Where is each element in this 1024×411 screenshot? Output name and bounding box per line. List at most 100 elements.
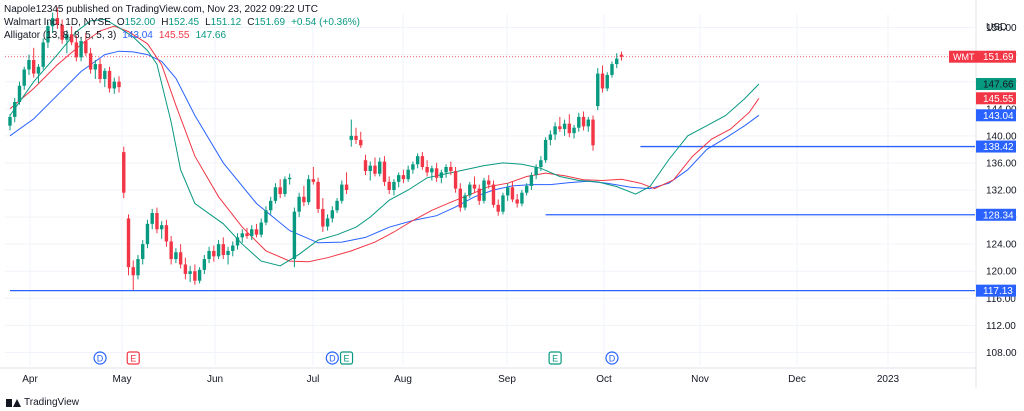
candle [46, 22, 50, 48]
candle [581, 111, 586, 131]
candle-body [292, 211, 297, 260]
candle [202, 254, 207, 274]
ohlc-close: C151.69 [247, 16, 285, 29]
candle-body [463, 195, 467, 208]
candle [406, 165, 410, 182]
currency-label: USD [986, 22, 1007, 33]
candle-body [183, 264, 188, 274]
time-axis[interactable]: Apr May Jun Jul Aug Sep Oct Nov Dec 2023 [0, 367, 976, 385]
candle [411, 161, 415, 174]
y-tick-label: 136.00 [986, 158, 1017, 169]
candle-body [586, 119, 590, 127]
candle-body [141, 244, 145, 260]
candle [415, 153, 420, 169]
candle [515, 194, 519, 208]
candle-body [340, 184, 344, 201]
candle [107, 66, 112, 93]
ohlc-open: O152.00 [117, 16, 155, 29]
candle [231, 241, 235, 257]
price-tag-text: 117.13 [983, 286, 1013, 297]
candle [501, 192, 505, 215]
candle-body [520, 192, 524, 204]
candle-body [221, 244, 225, 255]
x-tick-label: Jul [307, 374, 320, 385]
candle-body [269, 200, 273, 211]
candle [103, 68, 107, 88]
symbol-tag-text: WMT [953, 52, 975, 62]
candle [354, 127, 358, 144]
candle-body [159, 225, 164, 230]
candle-body [378, 161, 382, 174]
y-tick-label: 124.00 [986, 240, 1017, 251]
candle-body [202, 259, 207, 270]
price-tag-jaw: 143.04 [976, 109, 1016, 122]
candle-body [240, 233, 244, 238]
candle-body [17, 85, 22, 102]
x-tick-label: Sep [498, 374, 516, 385]
candle-body [193, 271, 197, 281]
ohlc-low: L151.12 [205, 16, 241, 29]
candle [482, 177, 486, 204]
candle-body [107, 70, 112, 89]
candle-body [273, 187, 278, 201]
event-circle [605, 351, 619, 365]
candle-body [610, 64, 614, 75]
symbol-tag-bg [949, 50, 976, 63]
candle-body [529, 175, 534, 186]
candle [359, 131, 363, 149]
candle-body [543, 139, 548, 161]
candle-body [581, 116, 586, 127]
candle-body [93, 64, 98, 70]
candle-body [117, 81, 121, 88]
candle [65, 30, 69, 54]
candle [250, 225, 254, 241]
candle-body [264, 210, 268, 223]
y-tick-label: 140.00 [986, 131, 1017, 142]
candle [159, 221, 164, 239]
price-tag-bg [976, 140, 1016, 153]
price-tag-lips: 147.66 [976, 77, 1016, 90]
candle [596, 68, 600, 111]
candle [387, 176, 391, 195]
candle-body [245, 233, 249, 237]
candle [382, 156, 387, 186]
candle-body [131, 267, 135, 276]
candle [207, 246, 211, 264]
teeth-value: 145.55 [158, 30, 190, 41]
candle-body [577, 116, 581, 128]
candle [226, 246, 230, 265]
candle [562, 119, 567, 136]
chart-grid [5, 14, 975, 366]
candle-body [207, 250, 211, 260]
event-letter: D [97, 354, 104, 364]
event-box [548, 351, 562, 365]
price-tag-bg [976, 50, 1016, 63]
indicator-row: Alligator (13, 8, 8, 5, 5, 3) 143.04 145… [4, 29, 360, 42]
candle-body [434, 168, 439, 178]
alligator-teeth-line [9, 25, 760, 263]
low-label: L [205, 17, 211, 28]
y-tick-label: 132.00 [986, 186, 1017, 197]
price-tag-teeth: 145.55 [976, 92, 1016, 105]
price-tag-bg [976, 109, 1016, 122]
symbol-title[interactable]: Walmart Inc., 1D, NYSE [4, 17, 111, 28]
indicator-title[interactable]: Alligator (13, 8, 8, 5, 5, 3) [4, 30, 117, 41]
alligator-lips-line [9, 18, 760, 267]
candles [8, 7, 624, 291]
candle [316, 177, 320, 214]
price-tag-text: 147.66 [983, 79, 1014, 90]
candle [8, 114, 12, 131]
event-letter: E [344, 354, 350, 364]
candle [344, 172, 349, 195]
candle [472, 176, 477, 193]
candle [444, 164, 448, 178]
candle-body [344, 184, 349, 190]
candle [378, 157, 382, 177]
candle [534, 164, 538, 180]
price-tag-text: 145.55 [983, 94, 1014, 105]
candle-body [524, 185, 529, 193]
alligator-lines [9, 18, 760, 267]
candle-body [79, 41, 83, 58]
candle-body [558, 126, 562, 130]
